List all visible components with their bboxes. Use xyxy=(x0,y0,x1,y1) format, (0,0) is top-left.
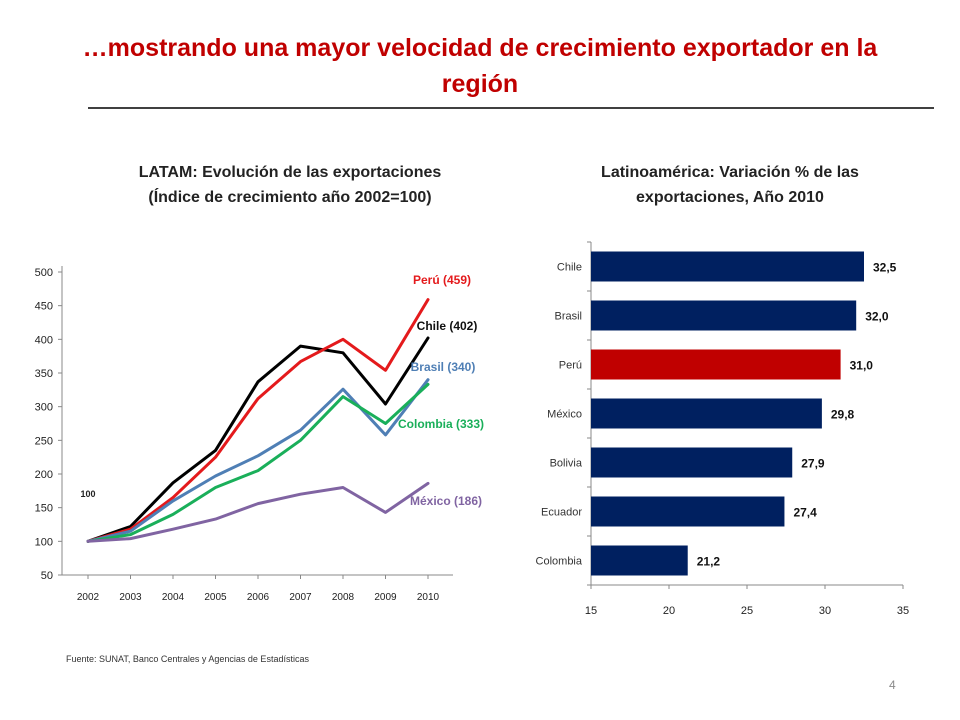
line-chart-title-line2: (Índice de crecimiento año 2002=100) xyxy=(148,189,432,206)
bar-category-label-ecuador: Ecuador xyxy=(541,507,582,519)
line-chart-x-tick-label: 2009 xyxy=(374,592,397,603)
title-divider xyxy=(88,107,934,109)
bar-chart-x-tick-label: 15 xyxy=(585,605,597,617)
bar-value-label-mexico: 29,8 xyxy=(831,408,855,422)
bar-category-label-peru: Perú xyxy=(559,360,582,372)
line-chart-annotation-base: 100 xyxy=(80,489,95,499)
bar-mexico xyxy=(591,398,822,429)
series-label-colombia: Colombia (333) xyxy=(398,417,484,431)
bar-category-label-brasil: Brasil xyxy=(554,311,582,323)
line-chart-x-tick-label: 2004 xyxy=(162,592,185,603)
line-chart-x-tick-label: 2007 xyxy=(289,592,312,603)
series-line-peru xyxy=(86,298,430,543)
line-chart-x-tick-label: 2002 xyxy=(77,592,100,603)
line-chart-y-tick-label: 300 xyxy=(35,402,53,414)
bar-chart-x-tick-label: 30 xyxy=(819,605,831,617)
line-chart-x-tick-label: 2010 xyxy=(417,592,440,603)
bar-colombia xyxy=(591,545,688,576)
line-chart-x-tick-label: 2005 xyxy=(204,592,227,603)
line-chart-y-tick-label: 350 xyxy=(35,368,53,380)
series-label-chile: Chile (402) xyxy=(417,319,478,333)
bar-value-label-bolivia: 27,9 xyxy=(801,457,825,471)
slide-title: …mostrando una mayor velocidad de crecim… xyxy=(60,30,900,102)
bar-category-label-bolivia: Bolivia xyxy=(550,458,583,470)
bar-bolivia xyxy=(591,447,793,478)
source-note: Fuente: SUNAT, Banco Centrales y Agencia… xyxy=(66,654,309,664)
slide-title-line1: …mostrando una mayor velocidad de crecim… xyxy=(82,34,878,62)
bar-chart-title: Latinoamérica: Variación % de las export… xyxy=(520,160,940,210)
page-number: 4 xyxy=(889,678,896,692)
bar-category-label-chile: Chile xyxy=(557,262,582,274)
bar-chart-x-tick-label: 20 xyxy=(663,605,675,617)
bar-value-label-ecuador: 27,4 xyxy=(793,506,817,520)
bar-value-label-colombia: 21,2 xyxy=(697,555,721,569)
bar-brasil xyxy=(591,300,857,331)
line-chart-x-tick-label: 2006 xyxy=(247,592,270,603)
line-chart-title: LATAM: Evolución de las exportaciones (Í… xyxy=(70,160,510,210)
line-chart-y-tick-label: 200 xyxy=(35,469,53,481)
line-chart-y-tick-label: 250 xyxy=(35,435,53,447)
series-line-chile xyxy=(86,336,430,543)
line-chart-y-tick-label: 150 xyxy=(35,503,53,515)
line-chart-x-tick-label: 2003 xyxy=(119,592,142,603)
bar-chart-title-line2: exportaciones, Año 2010 xyxy=(636,189,824,206)
bar-value-label-peru: 31,0 xyxy=(850,359,874,373)
line-chart-title-line1: LATAM: Evolución de las exportaciones xyxy=(138,164,442,181)
series-line-mexico xyxy=(86,481,430,543)
series-label-mexico: México (186) xyxy=(410,494,482,508)
bar-category-label-colombia: Colombia xyxy=(536,556,583,568)
bar-value-label-chile: 32,5 xyxy=(873,261,897,275)
line-chart-y-tick-label: 50 xyxy=(41,570,53,582)
bar-category-label-mexico: México xyxy=(547,409,582,421)
line-chart-x-tick-label: 2008 xyxy=(332,592,355,603)
bar-chart-x-tick-label: 25 xyxy=(741,605,753,617)
line-chart-y-tick-label: 450 xyxy=(35,301,53,313)
series-label-peru: Perú (459) xyxy=(413,273,471,287)
series-line-brasil xyxy=(86,378,430,543)
bar-chart-title-line1: Latinoamérica: Variación % de las xyxy=(601,164,859,181)
series-line-colombia xyxy=(86,382,430,543)
bar-peru xyxy=(591,349,841,380)
series-label-brasil: Brasil (340) xyxy=(411,360,476,374)
bar-chart-x-tick-label: 35 xyxy=(897,605,909,617)
bar-chile xyxy=(591,251,864,282)
bar-ecuador xyxy=(591,496,785,527)
line-chart-y-tick-label: 500 xyxy=(35,267,53,279)
slide-title-line2: región xyxy=(441,70,519,98)
line-chart-y-tick-label: 400 xyxy=(35,334,53,346)
bar-value-label-brasil: 32,0 xyxy=(865,310,889,324)
line-chart-y-tick-label: 100 xyxy=(35,536,53,548)
